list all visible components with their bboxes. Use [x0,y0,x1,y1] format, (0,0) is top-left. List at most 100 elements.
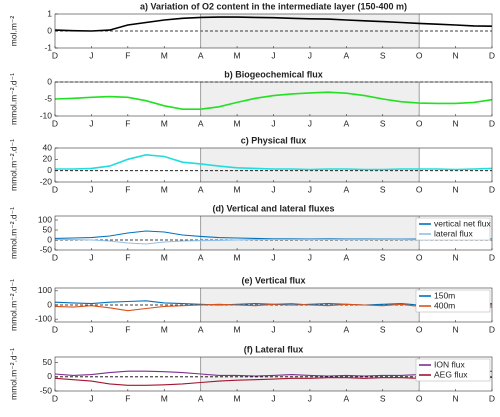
x-tick-label: S [380,393,386,403]
y-tick-label: -1 [44,42,52,52]
x-tick-label: J [271,324,275,334]
x-tick-label: M [234,324,241,334]
x-tick-label: A [343,50,349,60]
x-tick-label: F [125,324,130,334]
x-tick-label: O [416,118,423,128]
shaded-period [200,216,420,250]
y-tick-label: 100 [38,285,52,295]
x-tick-label: N [453,118,459,128]
x-tick-label: D [489,50,495,60]
y-axis-label: mmol.m⁻².d⁻¹ [8,348,18,400]
x-tick-label: D [52,393,58,403]
y-tick-label: 0 [47,299,52,309]
legend-box [415,358,491,382]
panel-title: (f) Lateral flux [244,344,304,354]
x-tick-label: A [198,324,204,334]
x-tick-label: A [343,118,349,128]
x-tick-label: F [125,252,130,262]
panel-title: a) Variation of O2 content in the interm… [140,1,407,11]
y-tick-label: 0 [47,371,52,381]
x-tick-label: A [343,184,349,194]
x-tick-label: J [89,184,93,194]
y-axis-label: mmol.m⁻².d⁻¹ [8,139,18,191]
data-line [55,153,493,171]
x-tick-label: F [125,184,130,194]
x-tick-label: O [416,184,423,194]
x-tick-label: S [380,50,386,60]
plot-frame [54,13,493,49]
y-tick-label: -5 [44,93,52,103]
x-tick-label: J [89,50,93,60]
y-axis-label: mol.m⁻² [8,16,18,47]
panel-title: (e) Vertical flux [241,275,305,285]
x-tick-label: M [161,393,168,403]
y-tick-label: 0 [47,25,52,35]
x-tick-label: S [380,252,386,262]
legend-box [415,289,491,313]
y-tick-label: -50 [40,244,53,254]
x-tick-label: J [308,118,312,128]
x-tick-label: N [453,252,459,262]
x-tick-label: A [198,50,204,60]
x-tick-label: F [125,118,130,128]
legend-label: 400m [434,300,455,310]
x-tick-label: J [271,252,275,262]
x-tick-label: S [380,118,386,128]
x-tick-label: M [161,50,168,60]
x-tick-label: M [161,324,168,334]
y-tick-label: 0 [47,76,52,86]
x-tick-label: J [308,393,312,403]
y-tick-label: 0 [47,234,52,244]
legend-label: AEG flux [434,369,468,379]
y-tick-label: 1 [47,8,52,18]
x-tick-label: A [343,324,349,334]
y-tick-label: 0 [47,165,52,175]
x-tick-label: A [343,252,349,262]
legend-label: 150m [434,290,455,300]
x-tick-label: M [161,184,168,194]
x-tick-label: D [489,324,495,334]
plot-frame [54,215,493,251]
shaded-period [200,357,420,391]
data-line [54,91,493,110]
legend-box [415,217,491,241]
shaded-period [200,148,420,182]
x-tick-label: M [234,50,241,60]
x-tick-label: M [161,252,168,262]
x-tick-label: D [489,184,495,194]
x-tick-label: J [271,50,275,60]
x-tick-label: N [453,324,459,334]
x-tick-label: J [271,393,275,403]
y-tick-label: -50 [40,385,53,395]
y-tick-label: 50 [43,224,53,234]
y-tick-label: 50 [43,357,53,367]
plot-frame [54,81,493,117]
panel-title: b) Biogeochemical flux [224,69,323,79]
y-tick-label: -100 [35,313,52,323]
x-tick-label: M [234,252,241,262]
x-tick-label: J [308,50,312,60]
y-axis-label: mmol.m⁻².d⁻¹ [8,73,18,125]
x-tick-label: M [234,118,241,128]
y-axis-label: mmol.m⁻².d⁻¹ [8,207,18,259]
x-tick-label: S [380,324,386,334]
panel-title: (d) Vertical and lateral fluxes [212,203,334,213]
y-axis-label: mmol.m⁻².d⁻¹ [8,279,18,331]
x-tick-label: J [271,118,275,128]
legend-label: vertical net flux [434,218,491,228]
x-tick-label: D [489,393,495,403]
x-tick-label: M [234,184,241,194]
x-tick-label: O [416,252,423,262]
x-tick-label: A [198,252,204,262]
x-tick-label: J [89,118,93,128]
x-tick-label: D [489,252,495,262]
legend-label: ION flux [434,359,465,369]
x-tick-label: D [52,184,58,194]
x-tick-label: S [380,184,386,194]
x-tick-label: J [308,324,312,334]
x-tick-label: D [52,252,58,262]
x-tick-label: N [453,393,459,403]
x-tick-label: J [308,184,312,194]
x-tick-label: A [198,184,204,194]
x-tick-label: A [198,393,204,403]
